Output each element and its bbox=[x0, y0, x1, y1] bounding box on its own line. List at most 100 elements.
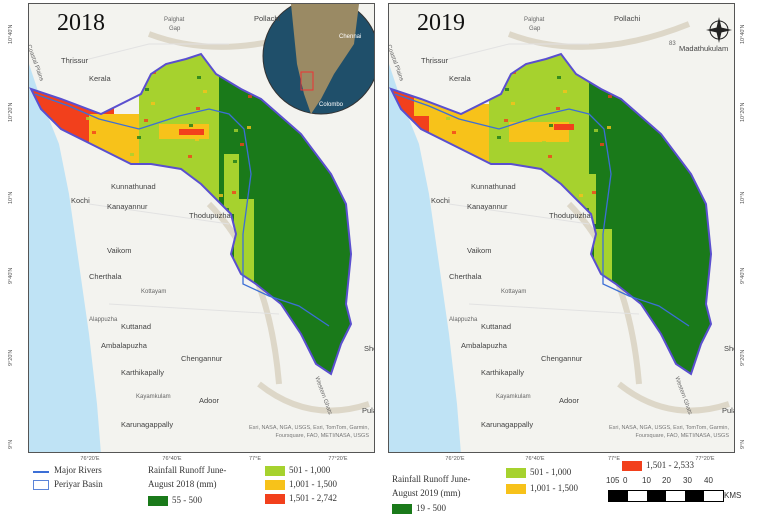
place-label: Karthikapally bbox=[121, 368, 164, 377]
runoff-pixel bbox=[71, 182, 75, 185]
legend-swatch bbox=[506, 484, 526, 494]
runoff-pixel bbox=[55, 78, 59, 81]
place-label: Kuttanad bbox=[121, 322, 152, 331]
latitude-label: 9°40'N bbox=[8, 267, 14, 284]
runoff-pixel bbox=[123, 170, 127, 173]
runoff-pixel bbox=[85, 148, 89, 151]
study-area-box bbox=[300, 71, 314, 91]
place-label: Thodupuzha bbox=[189, 211, 231, 220]
runoff-pixel bbox=[121, 232, 125, 235]
runoff-zone bbox=[234, 199, 254, 319]
legend-swatch bbox=[506, 468, 526, 478]
scale-tick-label: 40 bbox=[704, 476, 713, 485]
legend-label: 19 - 500 bbox=[416, 503, 446, 513]
latitude-label: 10°20'N bbox=[740, 102, 746, 122]
runoff-pixel bbox=[548, 155, 552, 158]
roads bbox=[428, 43, 640, 315]
scale-tick-label: 20 bbox=[662, 476, 671, 485]
place-label: Kochi bbox=[71, 196, 90, 205]
runoff-pixel bbox=[166, 237, 170, 240]
runoff-pixel bbox=[159, 254, 163, 257]
runoff-pixel bbox=[145, 88, 149, 91]
place-label: Chengannur bbox=[181, 354, 223, 363]
runoff-pixel bbox=[594, 129, 598, 132]
latitude-label: 10°N bbox=[8, 191, 14, 204]
place-label: Alappuzha bbox=[89, 317, 118, 323]
place-label: Kochi bbox=[431, 196, 450, 205]
legend-label: 1,001 - 1,500 bbox=[289, 479, 337, 489]
latitude-label: 9°N bbox=[740, 439, 746, 449]
latitude-label: 10°40'N bbox=[740, 24, 746, 44]
runoff-pixel bbox=[497, 136, 501, 139]
map-canvas-2019 bbox=[389, 4, 732, 452]
runoff-pixel bbox=[608, 95, 612, 98]
runoff-pixel bbox=[234, 129, 238, 132]
place-label: Alappuzha bbox=[449, 317, 478, 323]
runoff-pixel bbox=[84, 179, 88, 182]
runoff-zone bbox=[224, 154, 239, 214]
runoff-pixel bbox=[444, 179, 448, 182]
runoff-pixel bbox=[203, 90, 207, 93]
place-label: Karthikapally bbox=[481, 368, 524, 377]
runoff-pixel bbox=[564, 259, 568, 262]
longitude-label: 76°40'E bbox=[525, 456, 545, 462]
india-land bbox=[291, 4, 359, 114]
runoff-pixel bbox=[78, 165, 82, 168]
runoff-pixel bbox=[136, 167, 140, 170]
runoff-pixel bbox=[241, 112, 245, 115]
runoff-pixel bbox=[570, 73, 574, 76]
latitude-label: 9°20'N bbox=[8, 349, 14, 366]
place-label: Kerala bbox=[89, 74, 111, 83]
longitude-label: 77°E bbox=[608, 456, 620, 462]
runoff-pixel bbox=[210, 73, 214, 76]
runoff-pixel bbox=[557, 76, 561, 79]
scale-tick-label: 10 bbox=[606, 476, 615, 485]
runoff-pixel bbox=[86, 117, 90, 120]
runoff-zone bbox=[179, 129, 204, 135]
runoff-pixel bbox=[504, 119, 508, 122]
place-label: Vaikom bbox=[107, 246, 132, 255]
runoff-pixel bbox=[160, 223, 164, 226]
scale-bar-graphic bbox=[608, 490, 724, 502]
map-year-title: 2019 bbox=[417, 10, 465, 36]
place-label: Shencottai bbox=[724, 344, 734, 353]
runoff-pixel bbox=[520, 223, 524, 226]
legend-title-2018-line2: August 2018 (mm) bbox=[148, 479, 217, 489]
runoff-pixel bbox=[247, 126, 251, 129]
place-label: Shencottai bbox=[364, 344, 374, 353]
north-arrow-icon bbox=[706, 17, 732, 43]
runoff-pixel bbox=[481, 232, 485, 235]
longitude-label: 76°20'E bbox=[80, 456, 100, 462]
periyar-basin-outline bbox=[29, 52, 353, 376]
legend-periyar-basin: Periyar Basin bbox=[54, 479, 103, 489]
runoff-pixel bbox=[93, 100, 97, 103]
place-label: Pollachi bbox=[614, 14, 641, 23]
legend-title-2018: Rainfall Runoff June- bbox=[148, 465, 227, 475]
place-label: Karunagappally bbox=[481, 420, 534, 429]
legend-label: 55 - 500 bbox=[172, 495, 202, 505]
runoff-pixel bbox=[188, 155, 192, 158]
place-label: Palghat bbox=[164, 17, 185, 23]
runoff-pixel bbox=[196, 107, 200, 110]
runoff-pixel bbox=[563, 90, 567, 93]
place-label: Gap bbox=[169, 26, 181, 32]
major-river bbox=[394, 93, 690, 327]
place-label: Pulan bbox=[362, 406, 374, 415]
periyar-basin-symbol bbox=[33, 480, 49, 490]
runoff-pixel bbox=[431, 182, 435, 185]
runoff-pixel bbox=[483, 170, 487, 173]
runoff-pixel bbox=[593, 160, 597, 163]
runoff-pixel bbox=[511, 102, 515, 105]
runoff-pixel bbox=[49, 64, 53, 67]
runoff-pixel bbox=[490, 153, 494, 156]
runoff-pixel bbox=[144, 119, 148, 122]
place-label: 83 bbox=[669, 41, 676, 47]
periyar-basin-outline bbox=[389, 52, 713, 376]
legend-swatch bbox=[392, 504, 412, 514]
place-label: Chengannur bbox=[541, 354, 583, 363]
legend-label: 1,501 - 2,742 bbox=[289, 493, 337, 503]
runoff-pixel bbox=[233, 160, 237, 163]
runoff-zone bbox=[589, 54, 711, 374]
runoff-zone bbox=[489, 54, 594, 374]
place-label: Thrissur bbox=[421, 56, 449, 65]
